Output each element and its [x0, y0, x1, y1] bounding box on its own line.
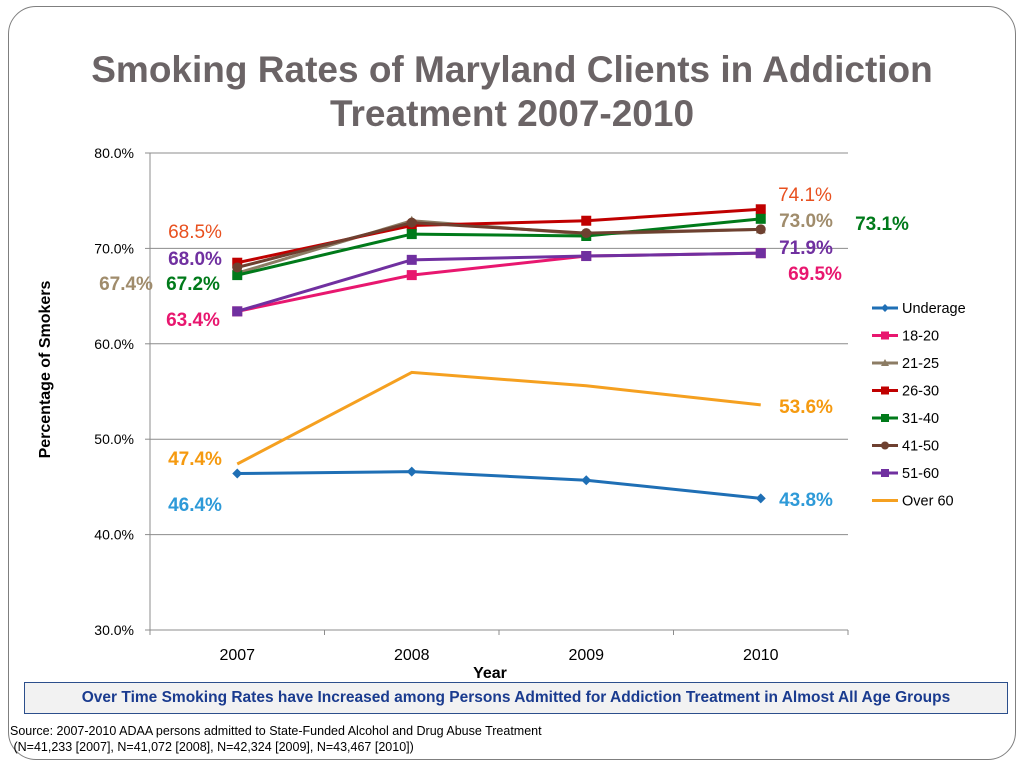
series-line-31-40	[236, 217, 761, 277]
chart-title: Smoking Rates of Maryland Clients in Add…	[40, 48, 984, 136]
source-note: Source: 2007-2010 ADAA persons admitted …	[10, 723, 542, 755]
legend-marker-18-20	[881, 331, 889, 340]
data-point-26-30	[581, 215, 592, 226]
summary-banner: Over Time Smoking Rates have Increased a…	[24, 682, 1008, 714]
data-point-underage	[406, 466, 417, 477]
legend-label-51-60: 51-60	[902, 466, 939, 482]
data-label: 68.0%	[168, 249, 222, 270]
legend-marker-31-40	[881, 414, 889, 422]
data-point-41-50	[755, 224, 766, 235]
x-tick-label: 2007	[219, 647, 255, 664]
legend-marker-51-60	[881, 469, 889, 477]
slide-frame	[8, 6, 1016, 760]
data-label: 67.4%	[99, 274, 153, 295]
chart-title-line-1: Smoking Rates of Maryland Clients in Add…	[91, 49, 933, 90]
data-label: 46.4%	[168, 495, 222, 516]
y-tick-label: 70.0%	[94, 240, 134, 256]
data-label: 63.4%	[166, 310, 220, 331]
data-point-underage	[755, 493, 766, 504]
data-point-51-60	[406, 254, 417, 265]
y-tick-label: 60.0%	[94, 336, 134, 352]
data-point-underage	[232, 468, 243, 479]
x-axis-label: Year	[473, 665, 507, 682]
chart-title-line-2: Treatment 2007-2010	[329, 93, 695, 134]
source-line-1: Source: 2007-2010 ADAA persons admitted …	[10, 724, 542, 738]
x-tick-label: 2010	[743, 647, 779, 664]
data-label: 67.2%	[166, 274, 220, 295]
legend-marker-21-25	[881, 359, 889, 366]
series-line-18-20	[236, 251, 761, 313]
series-line-underage	[237, 470, 761, 500]
data-point-31-40	[755, 213, 766, 224]
data-point-41-50	[406, 217, 417, 228]
x-tick-label: 2009	[568, 647, 604, 664]
y-tick-label: 30.0%	[94, 622, 134, 638]
legend-label-over-60: Over 60	[902, 494, 954, 510]
legend-marker-26-30	[881, 386, 889, 395]
legend-label-underage: Underage	[902, 301, 966, 317]
data-label: 74.1%	[778, 185, 832, 206]
data-point-26-30	[755, 204, 766, 215]
y-tick-label: 80.0%	[94, 145, 134, 161]
y-tick-label: 50.0%	[94, 431, 134, 447]
data-label: 43.8%	[779, 490, 833, 511]
series-line-41-50	[236, 221, 761, 269]
legend-label-31-40: 31-40	[902, 411, 939, 427]
series-line-over-60	[236, 370, 761, 466]
data-point-underage	[581, 475, 592, 486]
legend-label-21-25: 21-25	[902, 356, 939, 372]
data-point-41-50	[232, 262, 243, 273]
source-line-2: (N=41,233 [2007], N=41,072 [2008], N=42,…	[10, 740, 414, 754]
data-point-41-50	[581, 228, 592, 239]
data-label: 47.4%	[168, 449, 222, 470]
data-label: 71.9%	[779, 238, 833, 259]
series-line-51-60	[236, 251, 761, 313]
data-point-18-20	[406, 270, 417, 281]
data-label: 53.6%	[779, 397, 833, 418]
data-label: 73.0%	[779, 211, 833, 232]
data-point-51-60	[755, 248, 766, 259]
legend-label-18-20: 18-20	[902, 329, 939, 345]
y-tick-label: 40.0%	[94, 527, 134, 543]
legend-label-26-30: 26-30	[902, 384, 939, 400]
data-label: 68.5%	[168, 222, 222, 243]
legend-marker-41-50	[881, 441, 889, 450]
data-point-31-40	[406, 229, 417, 240]
data-point-31-40	[232, 270, 243, 281]
x-tick-label: 2008	[394, 647, 430, 664]
data-label: 73.1%	[855, 214, 909, 235]
legend-label-41-50: 41-50	[902, 439, 939, 455]
data-label: 69.5%	[788, 264, 842, 285]
y-axis-label: Percentage of Smokers	[37, 280, 54, 458]
data-point-51-60	[581, 251, 592, 262]
data-point-51-60	[232, 306, 243, 317]
legend-marker-underage	[881, 304, 889, 312]
